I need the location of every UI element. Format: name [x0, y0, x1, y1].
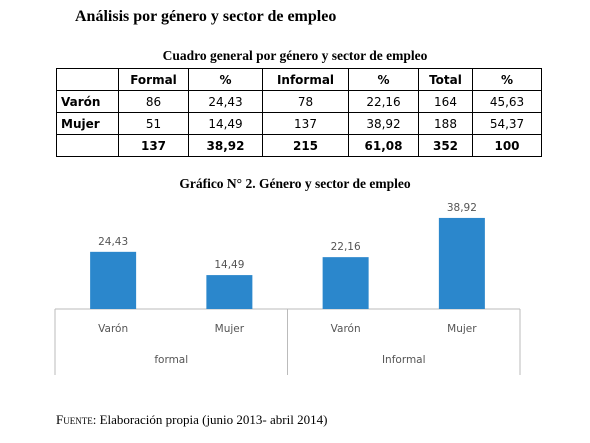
value-label: 22,16	[331, 241, 361, 253]
header-cell: Formal	[118, 68, 189, 91]
cell: 61,08	[348, 134, 419, 157]
bar	[90, 251, 137, 309]
value-label: 14,49	[214, 259, 244, 271]
chart-title: Gráfico N° 2. Género y sector de empleo	[179, 176, 411, 191]
value-label: 24,43	[98, 236, 128, 248]
x-tick-label: Mujer	[447, 323, 477, 335]
bar	[322, 257, 369, 309]
cell: 54,37	[472, 112, 542, 135]
x-tick-label: Varón	[331, 323, 361, 335]
bar	[438, 217, 485, 309]
bar	[206, 275, 253, 309]
table-row: Mujer 51 14,49 137 38,92 188 54,37	[56, 112, 542, 135]
table-row: Formal% Informal% Total%	[56, 68, 542, 91]
cell: 100	[472, 134, 542, 157]
table-row: Varón 86 24,43 78 22,16 164 45,63	[56, 90, 542, 113]
cell: 188	[418, 112, 473, 135]
header-cell: Total	[418, 68, 473, 91]
table: Formal% Informal% Total% Varón 86 24,43 78 22,1…	[56, 68, 542, 157]
source: Fuente: Elaboración propia (junio 2013- …	[56, 412, 328, 427]
cell: 352	[418, 134, 473, 157]
cell: 38,92	[188, 134, 263, 157]
x-tick-label: Varón	[98, 323, 128, 335]
value-label: 38,92	[447, 202, 477, 214]
table-caption: Cuadro general por género y sector de em…	[162, 48, 428, 63]
table-row: 137 38,92 215 61,08 352 100	[56, 134, 542, 157]
x-tick-label: Mujer	[215, 323, 245, 335]
group-label: Informal	[382, 354, 426, 366]
cell: 215	[262, 134, 349, 157]
heading: Análisis por género y sector de empleo	[75, 8, 337, 25]
group-label: formal	[154, 354, 188, 366]
row-label: Varón	[56, 90, 119, 113]
row-label: Mujer	[56, 112, 119, 135]
